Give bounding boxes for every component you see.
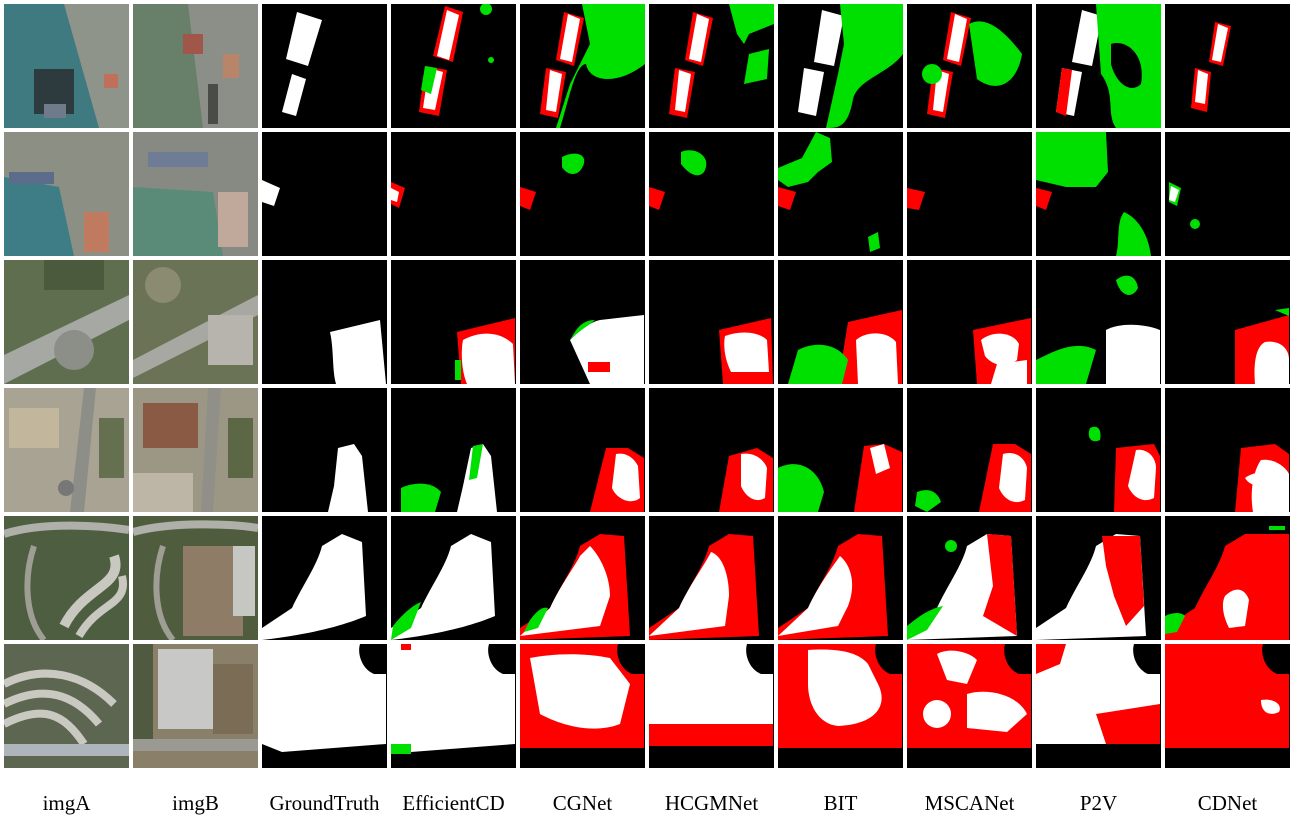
cell-cdnet-row-6 <box>1165 644 1290 768</box>
cell-bit-row-5 <box>778 516 903 640</box>
cell-imgb-row-5 <box>133 516 258 640</box>
cell-mscanet-row-5 <box>907 516 1032 640</box>
cell-cdnet-row-3 <box>1165 260 1290 384</box>
cell-imga-row-1 <box>4 4 129 128</box>
cell-cgnet-row-4 <box>520 388 645 512</box>
cell-groundtruth-row-5 <box>262 516 387 640</box>
cell-cdnet-row-1 <box>1165 4 1290 128</box>
cell-imga-row-5 <box>4 516 129 640</box>
cell-efficientcd-row-3 <box>391 260 516 384</box>
column-label-groundtruth: GroundTruth <box>269 791 380 815</box>
cell-efficientcd-row-6 <box>391 644 516 768</box>
cell-cdnet-row-5 <box>1165 516 1290 640</box>
cell-p2v-row-3 <box>1036 260 1161 384</box>
cell-mscanet-row-4 <box>907 388 1032 512</box>
cell-imga-row-2 <box>4 132 129 256</box>
cell-efficientcd-row-1 <box>391 4 516 128</box>
column-label-mscanet: MSCANet <box>924 791 1015 815</box>
cell-mscanet-row-2 <box>907 132 1032 256</box>
cell-cgnet-row-5 <box>520 516 645 640</box>
column-label-bit: BIT <box>823 791 858 815</box>
cell-hcgmnet-row-4 <box>649 388 774 512</box>
column-label-cgnet: CGNet <box>552 791 613 815</box>
cell-imgb-row-6 <box>133 644 258 768</box>
cell-groundtruth-row-1 <box>262 4 387 128</box>
cell-cdnet-row-4 <box>1165 388 1290 512</box>
cell-imgb-row-2 <box>133 132 258 256</box>
cell-groundtruth-row-6 <box>262 644 387 768</box>
cell-mscanet-row-1 <box>907 4 1032 128</box>
cell-bit-row-4 <box>778 388 903 512</box>
cell-imga-row-4 <box>4 388 129 512</box>
cell-efficientcd-row-4 <box>391 388 516 512</box>
cell-bit-row-3 <box>778 260 903 384</box>
cell-p2v-row-2 <box>1036 132 1161 256</box>
cell-groundtruth-row-2 <box>262 132 387 256</box>
cell-p2v-row-1 <box>1036 4 1161 128</box>
cell-groundtruth-row-4 <box>262 388 387 512</box>
column-label-p2v: P2V <box>1079 791 1118 815</box>
column-label-cdnet: CDNet <box>1197 791 1258 815</box>
cell-imgb-row-3 <box>133 260 258 384</box>
column-label-efficientcd: EfficientCD <box>402 791 505 815</box>
cell-groundtruth-row-3 <box>262 260 387 384</box>
cell-bit-row-2 <box>778 132 903 256</box>
cell-p2v-row-5 <box>1036 516 1161 640</box>
cell-hcgmnet-row-2 <box>649 132 774 256</box>
column-label-hcgmnet: HCGMNet <box>664 791 759 815</box>
cell-mscanet-row-6 <box>907 644 1032 768</box>
cell-hcgmnet-row-6 <box>649 644 774 768</box>
column-label-imgb: imgB <box>172 791 219 815</box>
cell-cgnet-row-2 <box>520 132 645 256</box>
column-label-imga: imgA <box>42 791 91 815</box>
cell-cgnet-row-1 <box>520 4 645 128</box>
cell-bit-row-1 <box>778 4 903 128</box>
cell-hcgmnet-row-1 <box>649 4 774 128</box>
cell-efficientcd-row-5 <box>391 516 516 640</box>
cell-cdnet-row-2 <box>1165 132 1290 256</box>
cell-p2v-row-6 <box>1036 644 1161 768</box>
cell-imgb-row-1 <box>133 4 258 128</box>
cell-cgnet-row-6 <box>520 644 645 768</box>
cell-imgb-row-4 <box>133 388 258 512</box>
cell-hcgmnet-row-3 <box>649 260 774 384</box>
cell-cgnet-row-3 <box>520 260 645 384</box>
cell-mscanet-row-3 <box>907 260 1032 384</box>
cell-p2v-row-4 <box>1036 388 1161 512</box>
cell-imga-row-3 <box>4 260 129 384</box>
cell-efficientcd-row-2 <box>391 132 516 256</box>
cell-imga-row-6 <box>4 644 129 768</box>
cell-bit-row-6 <box>778 644 903 768</box>
cell-hcgmnet-row-5 <box>649 516 774 640</box>
